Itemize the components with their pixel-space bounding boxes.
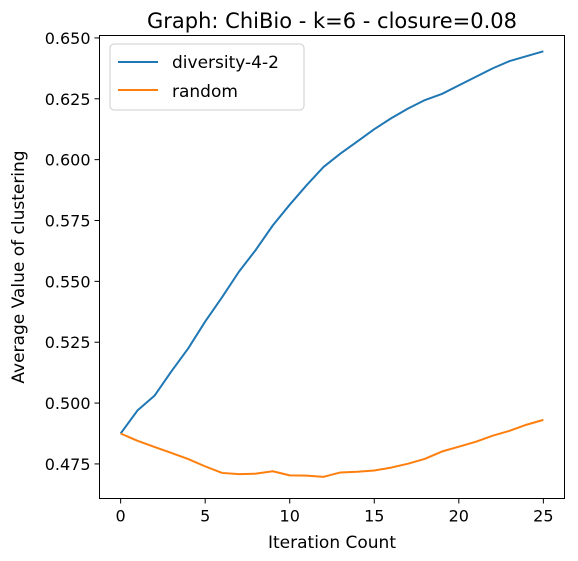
y-tick-label: 0.600 (45, 151, 91, 170)
x-axis-ticks: 0 5 10 15 20 25 (116, 498, 554, 526)
y-axis-label: Average Value of clustering (9, 150, 29, 383)
plot-frame (99, 35, 565, 499)
x-tick-label: 15 (364, 507, 384, 526)
legend-label-diversity: diversity-4-2 (172, 53, 279, 73)
series-group (119, 50, 544, 478)
y-axis-ticks: 0.475 0.500 0.525 0.550 0.575 0.600 0.625 0.650 (45, 29, 100, 474)
y-tick-label: 0.625 (45, 90, 91, 109)
y-tick-label: 0.575 (45, 212, 91, 231)
x-tick-label: 10 (280, 507, 300, 526)
x-tick-label: 20 (449, 507, 469, 526)
y-tick-label: 0.500 (45, 394, 91, 413)
x-tick-label: 25 (533, 507, 553, 526)
y-tick-label: 0.475 (45, 455, 91, 474)
y-tick-label: 0.550 (45, 272, 91, 291)
series-line-1 (120, 418, 544, 478)
chart-title: Graph: ChiBio - k=6 - closure=0.08 (147, 9, 517, 33)
x-tick-label: 0 (116, 507, 126, 526)
legend: diversity-4-2 random (109, 43, 305, 111)
y-tick-label: 0.650 (45, 29, 91, 48)
series-line-0 (119, 50, 544, 435)
legend-label-random: random (172, 82, 238, 102)
x-tick-label: 5 (200, 507, 210, 526)
legend-box (109, 43, 305, 111)
x-axis-label: Iteration Count (268, 533, 396, 553)
y-tick-label: 0.525 (45, 333, 91, 352)
